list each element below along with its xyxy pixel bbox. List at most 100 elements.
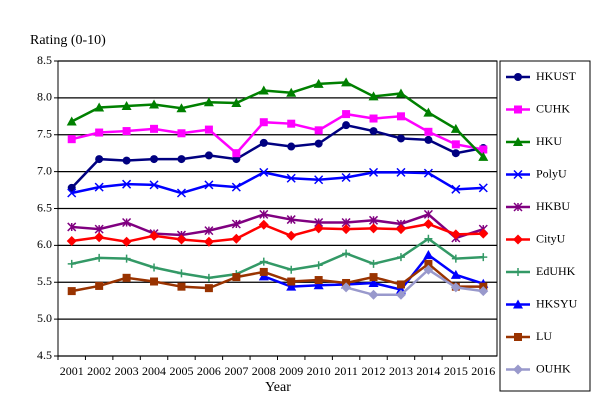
marker [67, 287, 76, 296]
marker [150, 277, 159, 286]
y-tick-label: 6.5 [37, 200, 52, 214]
marker [287, 119, 296, 128]
marker [514, 73, 522, 81]
series-line [71, 171, 484, 195]
marker [341, 224, 352, 235]
series-line [71, 212, 484, 240]
marker [450, 123, 461, 133]
marker [259, 209, 269, 219]
marker [514, 105, 522, 114]
marker [67, 135, 76, 144]
marker [479, 145, 488, 154]
marker [514, 268, 522, 276]
legend-label: PolyU [536, 166, 567, 180]
marker [395, 224, 406, 235]
y-tick-label: 4.5 [37, 348, 52, 362]
marker [150, 155, 159, 164]
marker [341, 172, 351, 183]
marker [286, 215, 296, 225]
marker [203, 97, 214, 107]
legend-label: EdUHK [536, 264, 576, 278]
x-tick-label: 2002 [87, 364, 111, 378]
marker [396, 134, 405, 143]
marker [258, 85, 269, 95]
legend-label: HKSYU [536, 296, 578, 310]
marker [513, 137, 523, 146]
y-tick-label: 8.0 [37, 90, 52, 104]
legend-label: HKUST [536, 69, 577, 83]
marker [423, 218, 434, 229]
marker [177, 155, 186, 164]
marker [395, 289, 406, 300]
marker [369, 114, 378, 123]
marker [396, 167, 406, 177]
marker [450, 282, 461, 293]
marker [150, 124, 159, 133]
marker [424, 127, 433, 136]
marker [369, 215, 379, 225]
marker [122, 179, 132, 189]
marker [94, 232, 105, 243]
x-axis-title: Year [265, 380, 291, 395]
marker [395, 88, 406, 98]
marker [177, 269, 186, 278]
marker [423, 107, 434, 117]
y-tick-label: 7.0 [37, 163, 52, 177]
series-line [71, 222, 484, 243]
marker [313, 78, 324, 88]
marker [396, 280, 405, 289]
marker [67, 259, 76, 268]
marker [121, 236, 132, 247]
marker [149, 180, 159, 190]
y-tick-label: 8.5 [37, 53, 52, 67]
marker [513, 169, 523, 180]
x-tick-label: 2001 [60, 364, 84, 378]
legend-label: OUHK [536, 361, 571, 375]
x-tick-label: 2006 [197, 364, 221, 378]
marker [95, 281, 104, 290]
marker [286, 281, 297, 291]
series-line [345, 268, 484, 297]
marker [94, 182, 104, 192]
marker [513, 299, 523, 309]
marker [66, 235, 77, 246]
marker [258, 219, 269, 230]
marker [94, 224, 104, 234]
x-tick-label: 2005 [169, 364, 193, 378]
legend-label: CityU [536, 231, 566, 245]
marker [231, 182, 241, 192]
y-tick-label: 7.5 [37, 127, 52, 141]
marker [286, 87, 297, 97]
series-line [71, 81, 485, 158]
marker [122, 217, 132, 228]
marker [67, 183, 76, 192]
x-tick-label: 2011 [334, 364, 358, 378]
marker [450, 229, 461, 240]
marker [478, 183, 488, 193]
legend-label: LU [536, 329, 552, 343]
marker [313, 223, 324, 234]
series-line [70, 123, 484, 189]
marker [424, 234, 433, 243]
marker [286, 173, 296, 183]
marker [149, 99, 160, 109]
marker [341, 77, 352, 87]
marker [232, 273, 241, 282]
marker [342, 249, 351, 258]
x-tick-label: 2012 [362, 364, 386, 378]
marker [66, 116, 77, 126]
marker [423, 168, 433, 178]
marker [514, 333, 522, 341]
marker [287, 265, 296, 274]
marker [369, 259, 378, 268]
marker [424, 259, 433, 268]
marker [150, 263, 159, 272]
legend-label: CUHK [536, 101, 570, 115]
marker [313, 280, 324, 290]
x-tick-label: 2010 [307, 364, 331, 378]
marker [204, 125, 213, 134]
marker [369, 273, 378, 282]
marker [478, 151, 489, 161]
marker [314, 276, 323, 285]
